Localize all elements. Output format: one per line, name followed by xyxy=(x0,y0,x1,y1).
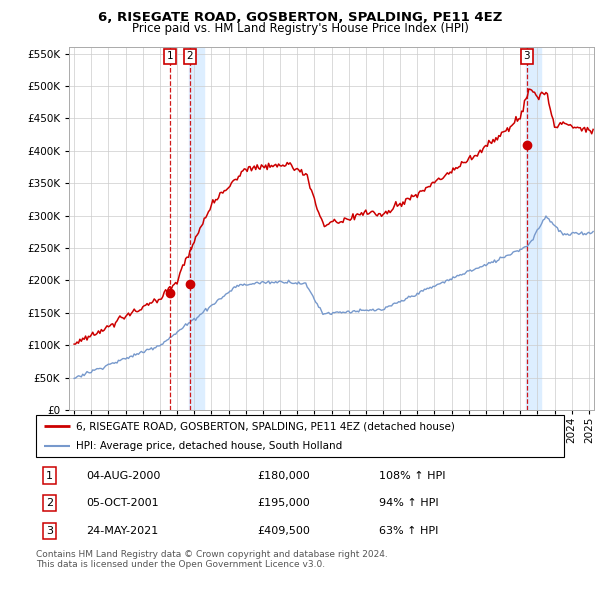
Text: HPI: Average price, detached house, South Holland: HPI: Average price, detached house, Sout… xyxy=(76,441,342,451)
Text: 2: 2 xyxy=(187,51,193,61)
Text: 2: 2 xyxy=(46,498,53,508)
Text: 108% ↑ HPI: 108% ↑ HPI xyxy=(379,471,446,481)
Text: 1: 1 xyxy=(167,51,173,61)
Text: £195,000: £195,000 xyxy=(258,498,311,508)
Text: 3: 3 xyxy=(46,526,53,536)
Text: 24-MAY-2021: 24-MAY-2021 xyxy=(86,526,158,536)
Text: 3: 3 xyxy=(524,51,530,61)
FancyBboxPatch shape xyxy=(36,415,564,457)
Text: £180,000: £180,000 xyxy=(258,471,311,481)
Text: £409,500: £409,500 xyxy=(258,526,311,536)
Text: 6, RISEGATE ROAD, GOSBERTON, SPALDING, PE11 4EZ: 6, RISEGATE ROAD, GOSBERTON, SPALDING, P… xyxy=(98,11,502,24)
Text: Contains HM Land Registry data © Crown copyright and database right 2024.
This d: Contains HM Land Registry data © Crown c… xyxy=(36,550,388,569)
Text: 63% ↑ HPI: 63% ↑ HPI xyxy=(379,526,439,536)
Text: 05-OCT-2001: 05-OCT-2001 xyxy=(86,498,159,508)
Bar xyxy=(526,47,541,410)
Text: Price paid vs. HM Land Registry's House Price Index (HPI): Price paid vs. HM Land Registry's House … xyxy=(131,22,469,35)
Text: 1: 1 xyxy=(46,471,53,481)
Text: 94% ↑ HPI: 94% ↑ HPI xyxy=(379,498,439,508)
Text: 6, RISEGATE ROAD, GOSBERTON, SPALDING, PE11 4EZ (detached house): 6, RISEGATE ROAD, GOSBERTON, SPALDING, P… xyxy=(76,421,454,431)
Bar xyxy=(189,47,203,410)
Text: 04-AUG-2000: 04-AUG-2000 xyxy=(86,471,161,481)
